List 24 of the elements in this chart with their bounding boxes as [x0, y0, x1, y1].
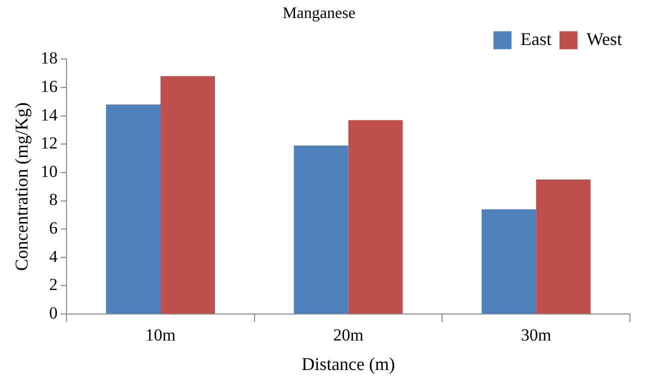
- y-tick-label: 6: [49, 218, 58, 238]
- bar: [482, 209, 536, 314]
- bar: [294, 146, 348, 314]
- y-axis-title: Concentration (mg/Kg): [12, 102, 32, 271]
- x-axis-title: Distance (m): [302, 354, 396, 374]
- chart-title: Manganese: [282, 4, 356, 22]
- bar: [536, 180, 591, 314]
- y-tick-label: 8: [49, 190, 58, 210]
- bar: [348, 120, 403, 314]
- legend-label: East: [520, 28, 552, 49]
- x-tick-label: 20m: [333, 326, 364, 345]
- y-tick-label: 2: [49, 275, 58, 294]
- bar: [106, 104, 160, 314]
- x-tick-label: 10m: [145, 326, 176, 345]
- y-tick-label: 4: [49, 246, 58, 266]
- y-tick-label: 18: [40, 48, 58, 68]
- y-tick-label: 0: [49, 303, 58, 322]
- y-tick-label: 12: [40, 134, 58, 153]
- bar: [160, 76, 215, 314]
- y-tick-label: 14: [40, 105, 58, 124]
- y-tick-label: 10: [40, 162, 58, 181]
- y-tick-label: 16: [40, 76, 58, 96]
- x-tick-label: 30m: [520, 326, 552, 345]
- legend-label: West: [586, 28, 622, 49]
